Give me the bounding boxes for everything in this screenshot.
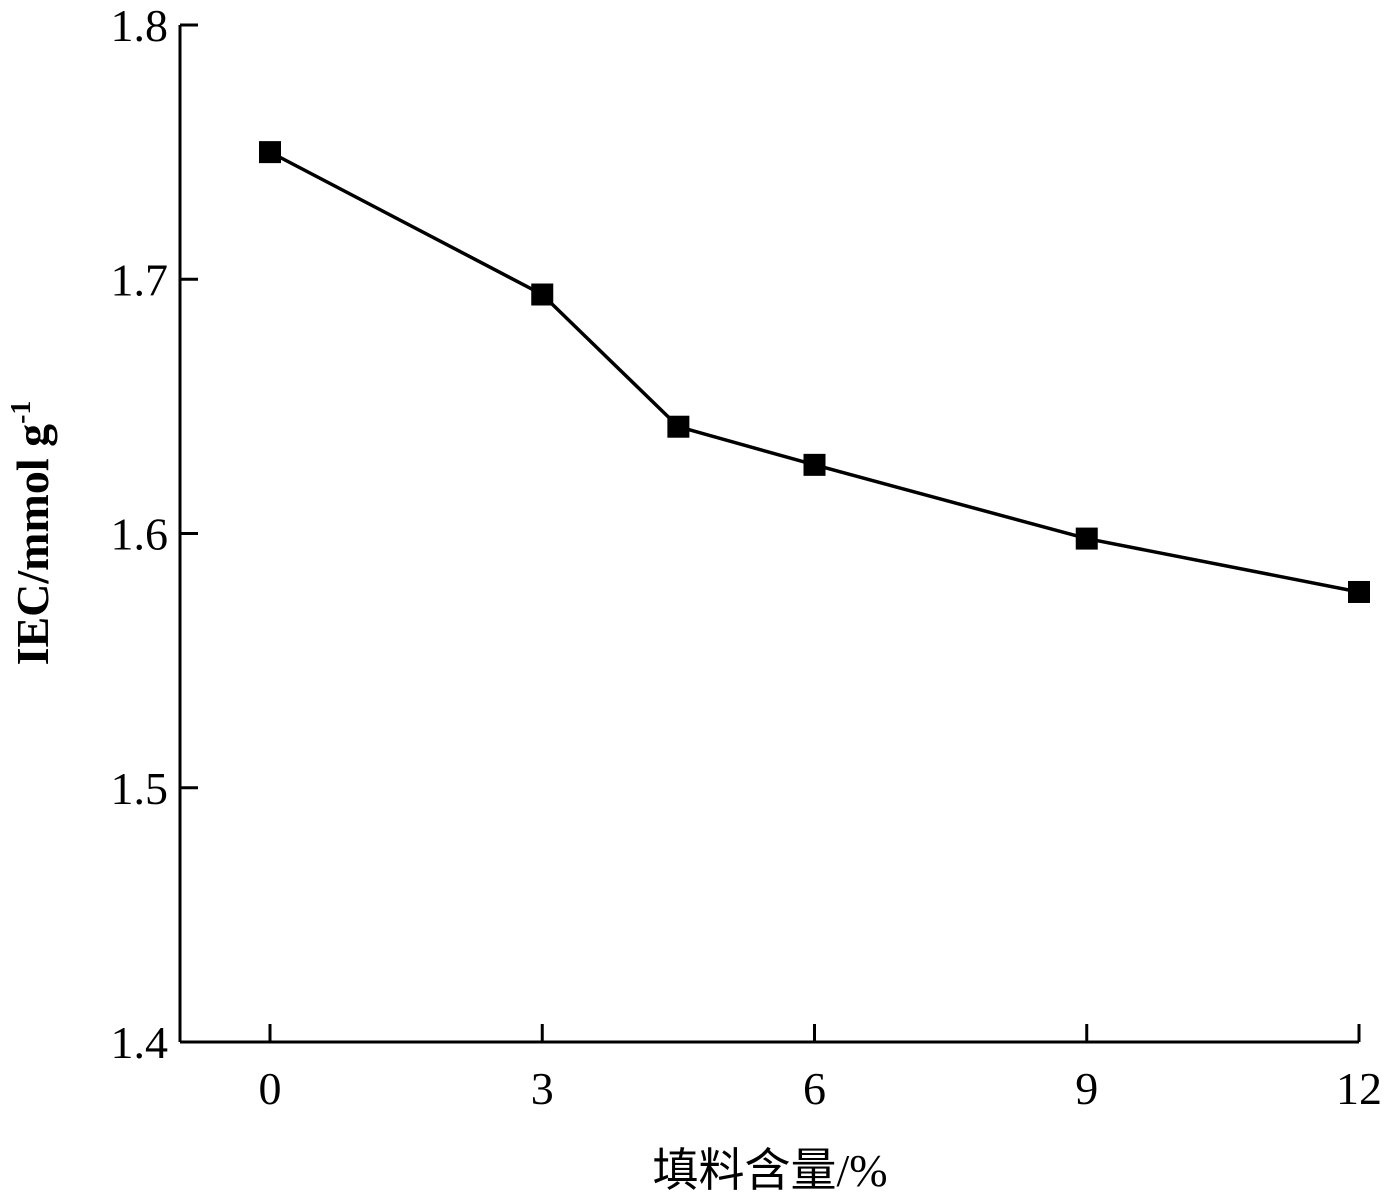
ticks: 1.4 1.5 1.6 1.7 1.8 0 3 6 9 12 bbox=[111, 0, 1383, 1114]
x-tick-label: 6 bbox=[803, 1063, 826, 1114]
data-point-marker bbox=[531, 283, 554, 306]
x-tick-label: 12 bbox=[1336, 1063, 1382, 1114]
data-point-marker bbox=[667, 415, 690, 438]
series-group bbox=[259, 141, 1370, 603]
series-line bbox=[269, 150, 1360, 594]
axes bbox=[178, 25, 1359, 1044]
x-tick-label: 3 bbox=[531, 1063, 554, 1114]
x-axis-title: 填料含量/% bbox=[652, 1145, 887, 1196]
data-point-marker bbox=[1075, 527, 1098, 550]
y-tick-label: 1.7 bbox=[111, 254, 169, 305]
data-point-marker bbox=[1348, 580, 1370, 603]
y-tick-label: 1.4 bbox=[111, 1017, 169, 1068]
x-tick-label: 9 bbox=[1075, 1063, 1098, 1114]
y-axis-title-main: IEC/mmol g bbox=[7, 424, 58, 666]
data-point-marker bbox=[259, 141, 281, 164]
y-axis-title-superscript: -1 bbox=[6, 401, 37, 424]
y-tick-label: 1.6 bbox=[111, 509, 169, 560]
y-tick-label: 1.8 bbox=[111, 0, 169, 51]
y-tick-label: 1.5 bbox=[111, 763, 169, 814]
y-axis-title: IEC/mmol g-1 bbox=[6, 401, 58, 666]
x-tick-label: 0 bbox=[259, 1063, 282, 1114]
data-point-marker bbox=[803, 453, 826, 476]
